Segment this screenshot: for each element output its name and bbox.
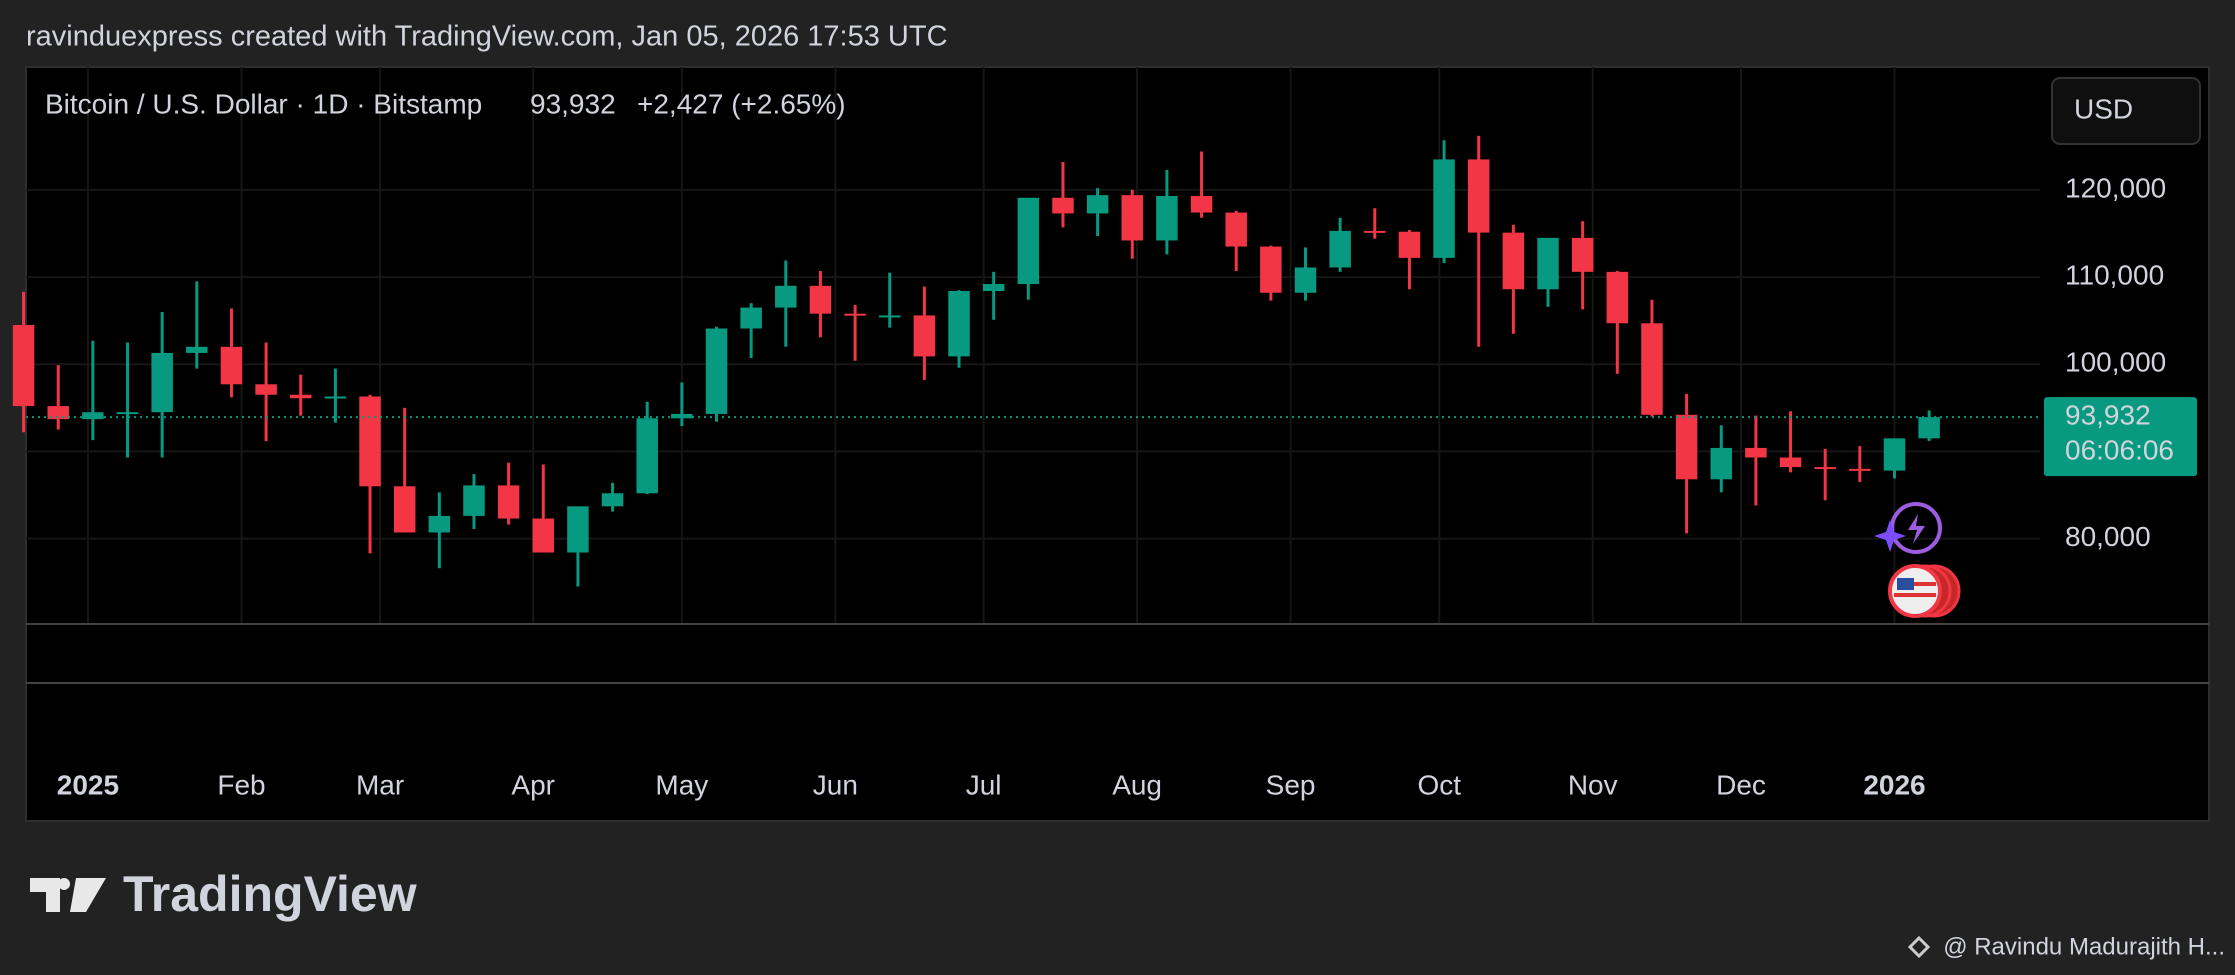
candle-body (12, 325, 35, 407)
footer: @ Ravindu Madurajith H... (1943, 933, 2225, 960)
candle-body (82, 412, 104, 420)
flag-stripe (1894, 593, 1936, 597)
candle-body (1710, 447, 1732, 480)
candle-body (948, 291, 970, 357)
candle-body (636, 418, 658, 494)
candle-body (428, 515, 451, 533)
chart-panel (25, 66, 2210, 822)
y-tick-label: 110,000 (2065, 259, 2164, 290)
candle-body (705, 328, 728, 414)
candle-body (359, 396, 381, 487)
y-tick-label: 120,000 (2065, 172, 2166, 203)
candle-body (1849, 468, 1871, 471)
candle-body (878, 315, 901, 318)
candle-body (255, 384, 277, 395)
candle-body (671, 413, 693, 419)
candle-body (1017, 197, 1040, 285)
x-tick-label: 2026 (1863, 769, 1925, 800)
candle-body (1502, 232, 1525, 290)
x-tick-label: Jun (813, 769, 858, 800)
candle-body (1918, 417, 1940, 439)
logo-text: TradingView (123, 866, 417, 922)
x-tick-label: Oct (1417, 769, 1461, 800)
x-tick-label: Dec (1716, 769, 1766, 800)
candle-body (1606, 271, 1629, 324)
candle-body (47, 406, 69, 420)
x-tick-label: Nov (1568, 769, 1618, 800)
candle-body (1156, 196, 1178, 241)
price-label: 93,932 (2065, 400, 2151, 431)
logo: TradingView (30, 866, 417, 922)
candles (12, 135, 1940, 587)
y-tick-label: 80,000 (2065, 521, 2151, 552)
x-tick-label: Jul (966, 769, 1002, 800)
countdown: 06:06:06 (2065, 435, 2174, 466)
candle-body (220, 346, 243, 385)
x-tick-label: Apr (511, 769, 555, 800)
change: +2,427 (+2.65%) (637, 88, 846, 119)
candle-body (463, 485, 485, 516)
candle-body (393, 486, 416, 533)
logo-mark (30, 878, 106, 912)
flag-stripe (1914, 582, 1936, 586)
x-tick-label: Mar (356, 769, 404, 800)
sparkle-icon (1874, 520, 1906, 552)
candle-body (1329, 230, 1351, 268)
header: ravinduexpress created with TradingView.… (26, 21, 948, 53)
candle-body (186, 346, 208, 353)
candle-body (1675, 414, 1698, 480)
candle-body (1225, 212, 1247, 247)
x-tick-label: May (655, 769, 708, 800)
candle-body (1537, 237, 1559, 290)
x-tick-label: Sep (1266, 769, 1316, 800)
candle-body (1814, 467, 1836, 470)
footer-icon (1907, 935, 1931, 959)
lightning-icon (1908, 514, 1925, 544)
flag-icon[interactable] (1888, 564, 1942, 618)
y-tick-label: 100,000 (2065, 347, 2166, 378)
x-tick-label: Aug (1112, 769, 1162, 800)
candle-body (1398, 231, 1421, 258)
candle-body (809, 285, 832, 314)
last-price: 93,932 (530, 88, 616, 119)
candle-body (1260, 246, 1282, 293)
candle-body (1883, 438, 1906, 471)
candle-body (913, 315, 936, 357)
currency-button[interactable] (2051, 77, 2201, 145)
symbol: Bitcoin / U.S. Dollar · 1D · Bitstamp (45, 88, 482, 119)
candle-body (1364, 230, 1386, 233)
currency[interactable]: USD (2074, 93, 2133, 124)
candle-body (1121, 195, 1144, 241)
candle-body (1641, 323, 1663, 415)
candle-body (601, 493, 624, 507)
candle-body (1779, 457, 1802, 468)
candle-body (1052, 197, 1074, 214)
candle-body (290, 394, 312, 399)
candle-body (982, 284, 1005, 292)
candle-body (1086, 195, 1109, 214)
candle-body (1571, 237, 1594, 272)
candle-body (1433, 159, 1455, 258)
x-tick-label: 2025 (57, 769, 119, 800)
candle-body (775, 285, 797, 308)
candle-body (1190, 196, 1213, 213)
candle-body (1294, 267, 1317, 293)
candle-body (324, 396, 347, 399)
candle-body (116, 412, 139, 415)
price-label-box (2044, 397, 2197, 477)
candle-body (740, 307, 762, 329)
candle-body (532, 518, 555, 553)
candle-body (1745, 447, 1767, 458)
candle-body (1467, 159, 1490, 233)
x-tick-label: Feb (217, 769, 265, 800)
candle-body (497, 485, 520, 519)
candle-body (151, 352, 173, 413)
flag-canton (1897, 578, 1914, 590)
candle-body (844, 313, 866, 316)
candle-body (567, 506, 589, 553)
